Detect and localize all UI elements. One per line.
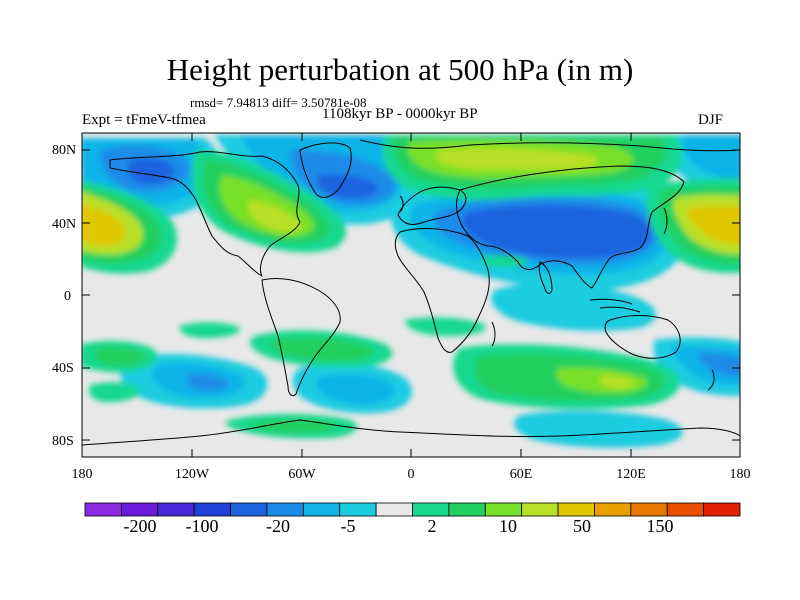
anomaly-region [461,204,651,259]
colorbar-swatch [193,502,231,517]
colorbar [84,502,741,517]
coastline-north-america [109,151,301,277]
lat-tick-80n: 80N [52,143,77,158]
coastline-uk [399,195,404,213]
colorbar-label: 50 [573,516,591,536]
plot-title: Height perturbation at 500 hPa (in m) [166,52,634,87]
colorbar-swatch [594,502,632,517]
lon-tick-180e: 180 [729,467,751,482]
experiment-label: Expt = tFmeV-tfmea [82,112,206,128]
colorbar-swatch [339,502,377,517]
colorbar-label: 150 [646,516,674,536]
coastline-madagascar [491,321,496,347]
anomaly-region [599,375,636,389]
colorbar-swatch [557,502,595,517]
colorbar-swatch [302,502,341,517]
colorbar-swatch [230,502,268,517]
coastline-greenland [299,142,352,198]
coastline-arctic [359,139,740,152]
anomaly-region [698,352,740,377]
coastline-antarctica [82,419,740,446]
colorbar-swatch [157,502,195,517]
anomaly-region [316,174,378,199]
colorbar-label: 10 [499,516,517,536]
anomaly-region [247,200,302,233]
coastline-australia [604,315,681,359]
period-label: 1108kyr BP - 0000kyr BP [322,106,478,122]
colorbar-swatch [703,502,741,517]
anomaly-region [435,147,598,171]
lat-tick-40n: 40N [52,217,77,232]
anomaly-region [128,158,175,185]
anomaly-field [82,135,740,448]
lon-tick-120e: 120E [616,467,646,482]
anomaly-region [316,374,395,405]
lon-tick-60w: 60W [288,467,316,482]
colorbar-swatch [484,502,523,517]
colorbar-swatch [630,502,668,517]
anomaly-region [405,317,486,336]
anomaly-region [480,255,529,268]
colorbar-label: -5 [340,516,356,536]
stats-label: rmsd= 7.94813 diff= 3.50781e-08 [190,95,367,110]
coastline-new-zealand [707,369,715,391]
coastline-south-america [261,277,341,397]
coastline-africa [394,228,490,353]
coastline-japan [663,207,668,235]
lon-tick-120w: 120W [174,467,210,482]
colorbar-swatch [448,502,486,517]
anomaly-region [82,204,125,246]
map-ticks [82,133,740,457]
anomaly-region [514,410,683,448]
lat-tick-80s: 80S [52,434,74,449]
lon-tick-60e: 60E [509,467,533,482]
colorbar-swatch [375,502,413,517]
lon-tick-0: 0 [407,467,415,482]
anomaly-region [687,205,740,245]
anomaly-region [179,322,241,338]
anomaly-region [89,382,140,402]
anomaly-region [682,135,740,181]
colorbar-label: -100 [185,516,219,536]
colorbar-swatch [521,502,559,517]
colorbar-label: -20 [266,516,290,536]
coastline-indonesia [589,298,641,313]
coastline-india [538,261,553,294]
colorbar-swatch [266,502,304,517]
colorbar-label: 2 [427,516,437,536]
lon-tick-180w: 180 [71,467,93,482]
anomaly-region [187,373,229,392]
coastlines [82,139,740,446]
colorbar-swatch [412,502,450,517]
lat-tick-0: 0 [64,289,71,304]
colorbar-swatch [84,502,122,517]
colorbar-swatch [666,502,705,517]
colorbar-swatch [120,502,159,517]
coastline-asia [455,165,685,289]
coastline-europe [397,186,467,225]
anomaly-region [95,346,146,367]
colorbar-label: -200 [123,516,157,536]
lat-tick-40s: 40S [52,361,74,376]
season-label: DJF [698,112,724,128]
